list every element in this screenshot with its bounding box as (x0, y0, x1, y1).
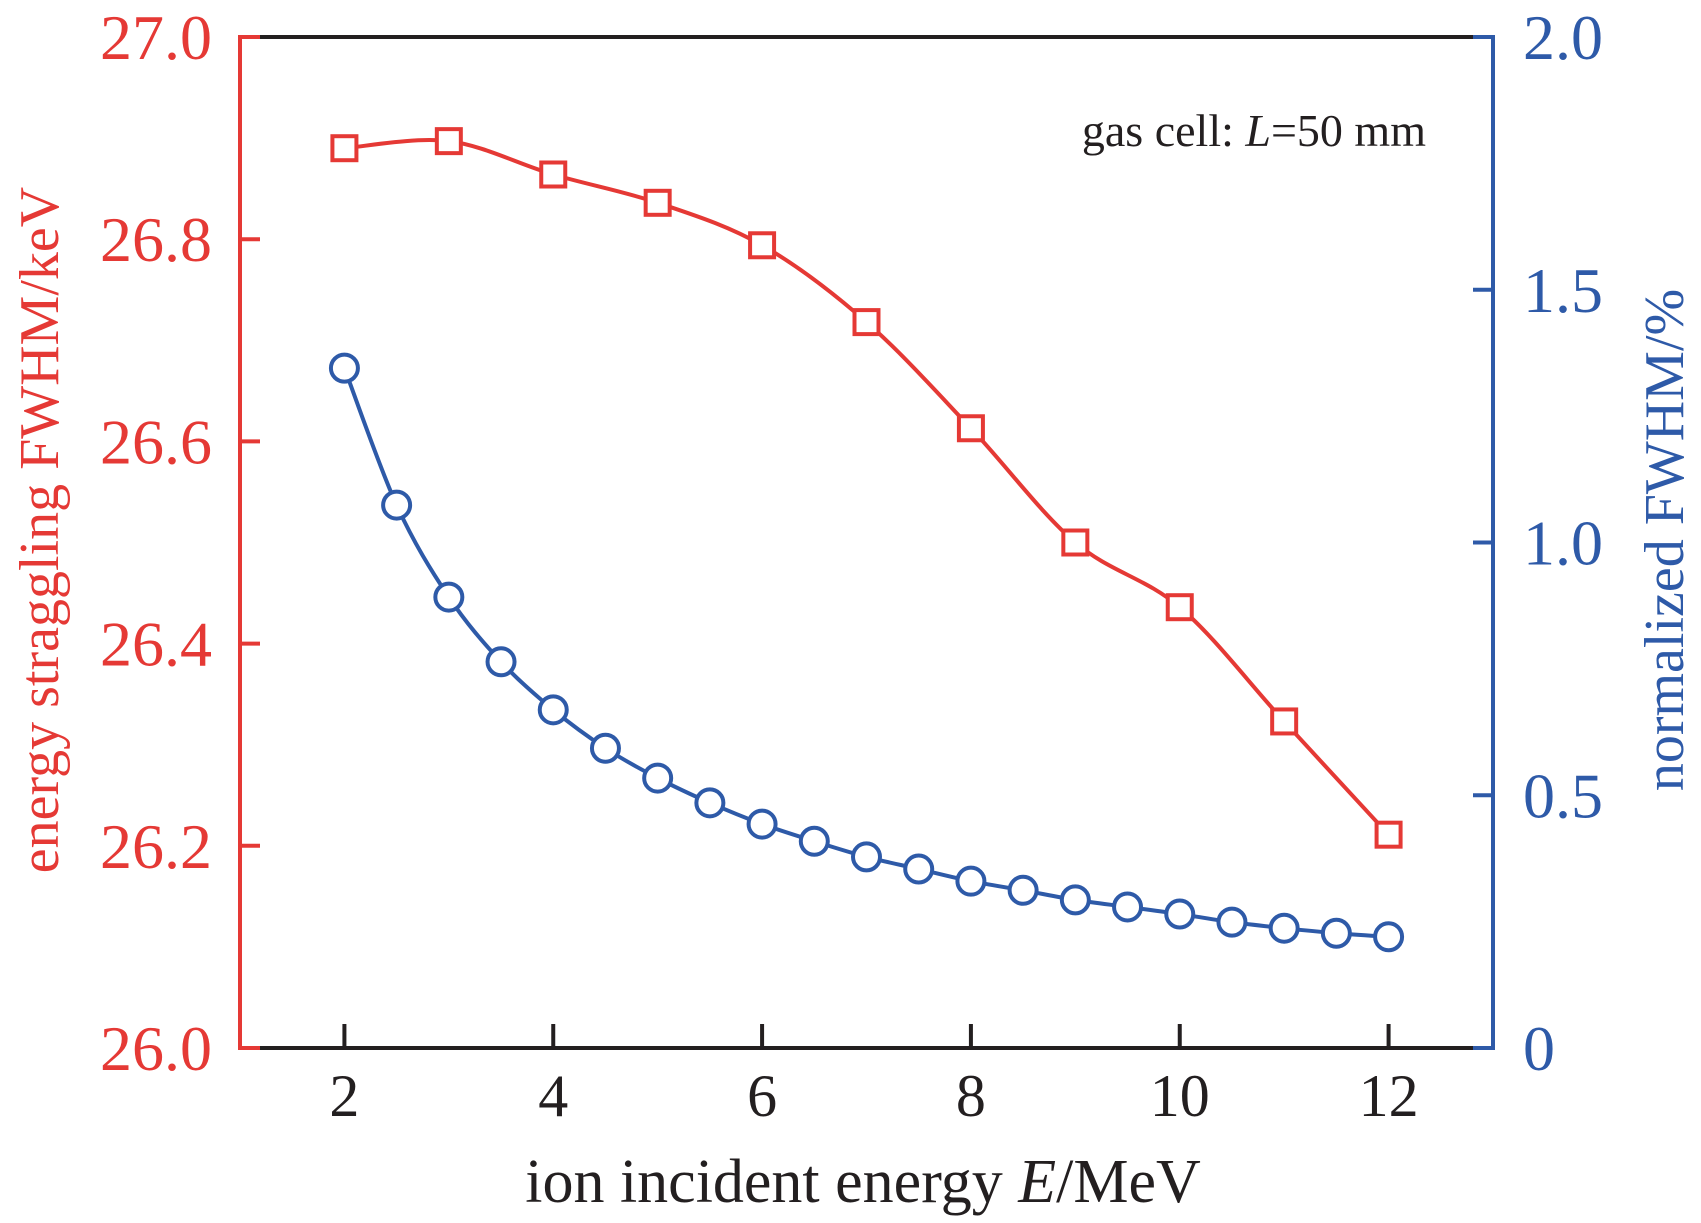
y-axis-right-label: normalized FWHM/% (1634, 289, 1696, 791)
y-axis-left-spine (238, 35, 260, 1050)
series-layer (328, 127, 1405, 953)
axes-layer: 2 4 6 8 10 12 26.0 26.2 26.4 26.6 26.8 27.0 0 0.5 1.0 1… (100, 2, 1603, 1129)
circle-marker (1268, 912, 1300, 944)
circle-marker (485, 646, 517, 678)
circle-marker (1373, 921, 1405, 953)
series-normalized-fwhm (328, 352, 1405, 953)
annotation-suffix: =50 mm (1271, 105, 1426, 156)
y-left-tick-label: 26.0 (100, 1013, 212, 1084)
square-marker (1374, 820, 1403, 849)
y-axis-left-label: energy straggling FWHM/keV (9, 187, 71, 873)
y-right-tick-label: 1.0 (1523, 508, 1603, 579)
square-marker (956, 414, 985, 443)
x-axis-label-var: E (1017, 1148, 1056, 1216)
x-axis-label: ion incident energy E/MeV (525, 1148, 1201, 1216)
x-tick-label: 6 (747, 1063, 777, 1129)
y-right-tick-label: 0.5 (1523, 760, 1603, 831)
circle-marker (694, 787, 726, 819)
circle-marker (433, 581, 465, 613)
y-left-tick-label: 26.2 (100, 811, 212, 882)
annotation-gas-cell: gas cell: L=50 mm (1082, 105, 1426, 156)
circle-marker (589, 732, 621, 764)
y-right-tick-label: 1.5 (1523, 255, 1603, 326)
x-tick-label: 4 (538, 1063, 568, 1129)
circle-marker (746, 808, 778, 840)
square-marker (1165, 593, 1194, 622)
annotation-var: L (1244, 105, 1271, 156)
square-marker (852, 308, 881, 337)
y-right-tick-label: 2.0 (1523, 2, 1603, 73)
y-left-tick-label: 26.8 (100, 204, 212, 275)
circle-marker (1007, 874, 1039, 906)
circle-marker (381, 489, 413, 521)
series-energy-straggling (330, 127, 1403, 849)
square-marker (1061, 528, 1090, 557)
square-marker (330, 134, 359, 163)
x-axis-label-suffix: /MeV (1056, 1148, 1201, 1216)
y-left-tick-label: 26.4 (100, 609, 212, 680)
x-tick-label: 8 (956, 1063, 986, 1129)
x-tick-label: 12 (1359, 1063, 1419, 1129)
square-marker (539, 160, 568, 189)
circle-marker (537, 694, 569, 726)
x-axis-label-prefix: ion incident energy (525, 1148, 1018, 1216)
circle-marker (1112, 891, 1144, 923)
circle-marker (1320, 917, 1352, 949)
y-right-tick-label: 0 (1523, 1013, 1555, 1084)
square-marker (1270, 707, 1299, 736)
normalized-fwhm-line (342, 367, 1389, 939)
circle-marker (642, 762, 674, 794)
y-left-tick-label: 27.0 (100, 2, 212, 73)
circle-marker (903, 853, 935, 885)
square-marker (643, 188, 672, 217)
labels-layer: gas cell: L=50 mm ion incident energy E/… (9, 105, 1696, 1216)
circle-marker (1059, 884, 1091, 916)
annotation-prefix: gas cell: (1082, 105, 1246, 156)
circle-marker (851, 841, 882, 873)
energy-straggling-line (344, 138, 1391, 837)
circle-marker (1164, 898, 1196, 930)
x-tick-label: 10 (1150, 1063, 1210, 1129)
circle-marker (798, 825, 830, 857)
y-left-tick-label: 26.6 (100, 406, 212, 477)
square-marker (434, 127, 463, 156)
circle-marker (955, 865, 987, 897)
x-tick-label: 2 (329, 1063, 359, 1129)
circle-marker (328, 352, 360, 384)
square-marker (748, 231, 777, 260)
circle-marker (1216, 906, 1248, 938)
